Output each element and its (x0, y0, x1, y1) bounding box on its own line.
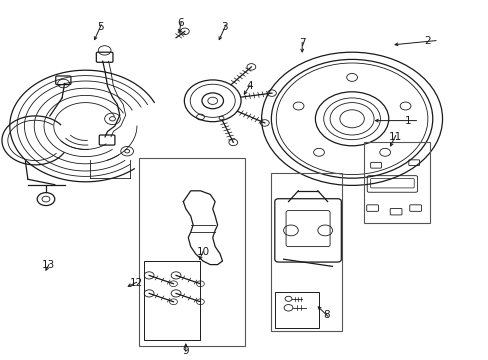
Bar (139, 158, 244, 346)
Text: 8: 8 (323, 310, 329, 320)
Text: 9: 9 (182, 346, 189, 356)
Text: 7: 7 (298, 38, 305, 48)
Bar (275, 292, 319, 328)
Text: 10: 10 (196, 247, 209, 257)
Text: 1: 1 (404, 116, 411, 126)
Text: 12: 12 (129, 278, 142, 288)
Text: 6: 6 (177, 18, 184, 28)
Bar (271, 173, 342, 331)
Bar (144, 261, 200, 340)
Text: 4: 4 (245, 81, 252, 91)
Text: 13: 13 (42, 260, 56, 270)
Text: 11: 11 (387, 132, 401, 142)
Text: 2: 2 (424, 36, 430, 46)
Text: 5: 5 (97, 22, 103, 32)
Text: 3: 3 (221, 22, 228, 32)
Bar (364, 142, 429, 223)
